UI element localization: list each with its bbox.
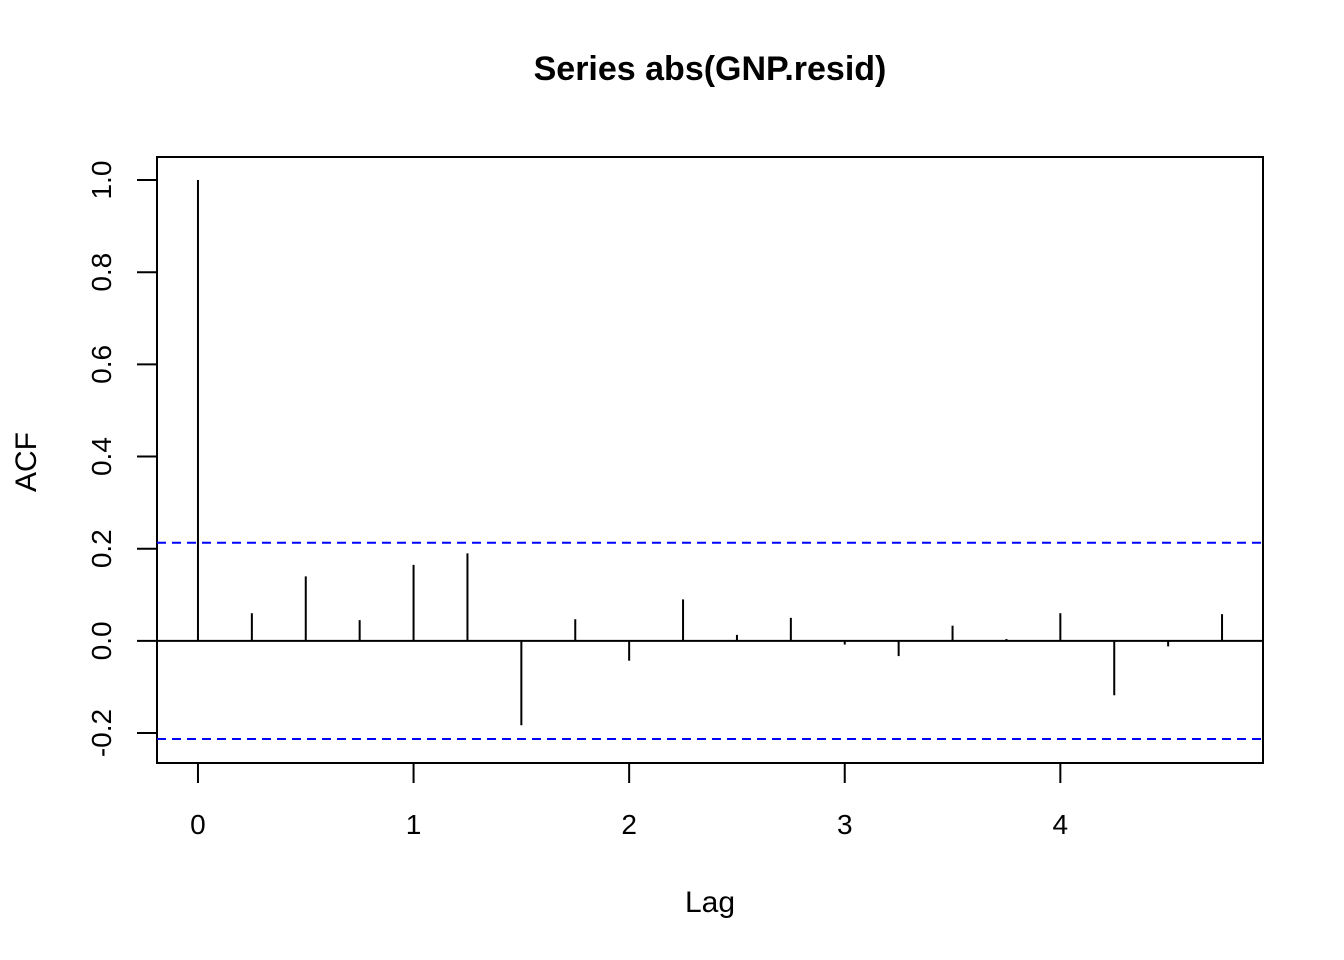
x-tick-label: 0	[190, 809, 206, 840]
y-tick-label: 0.0	[86, 621, 117, 660]
y-tick-label: 0.8	[86, 253, 117, 292]
x-axis-label: Lag	[685, 886, 735, 919]
y-tick-label: 0.6	[86, 345, 117, 384]
y-tick-label: 0.2	[86, 529, 117, 568]
plot-frame	[156, 156, 1264, 764]
x-tick-label: 4	[1053, 809, 1069, 840]
chart-title: Series abs(GNP.resid)	[534, 50, 887, 88]
plot-layer: 0 1 2 3 4 -0.2 0.0 0.2 0.4 0.6 0.8 1.0	[86, 161, 1263, 840]
y-tick-label: -0.2	[86, 709, 117, 757]
x-tick-label: 2	[621, 809, 637, 840]
y-tick-label: 0.4	[86, 437, 117, 476]
y-tick-label: 1.0	[86, 161, 117, 200]
x-tick-label: 3	[837, 809, 853, 840]
x-tick-label: 1	[406, 809, 422, 840]
y-axis-label: ACF	[10, 432, 43, 492]
